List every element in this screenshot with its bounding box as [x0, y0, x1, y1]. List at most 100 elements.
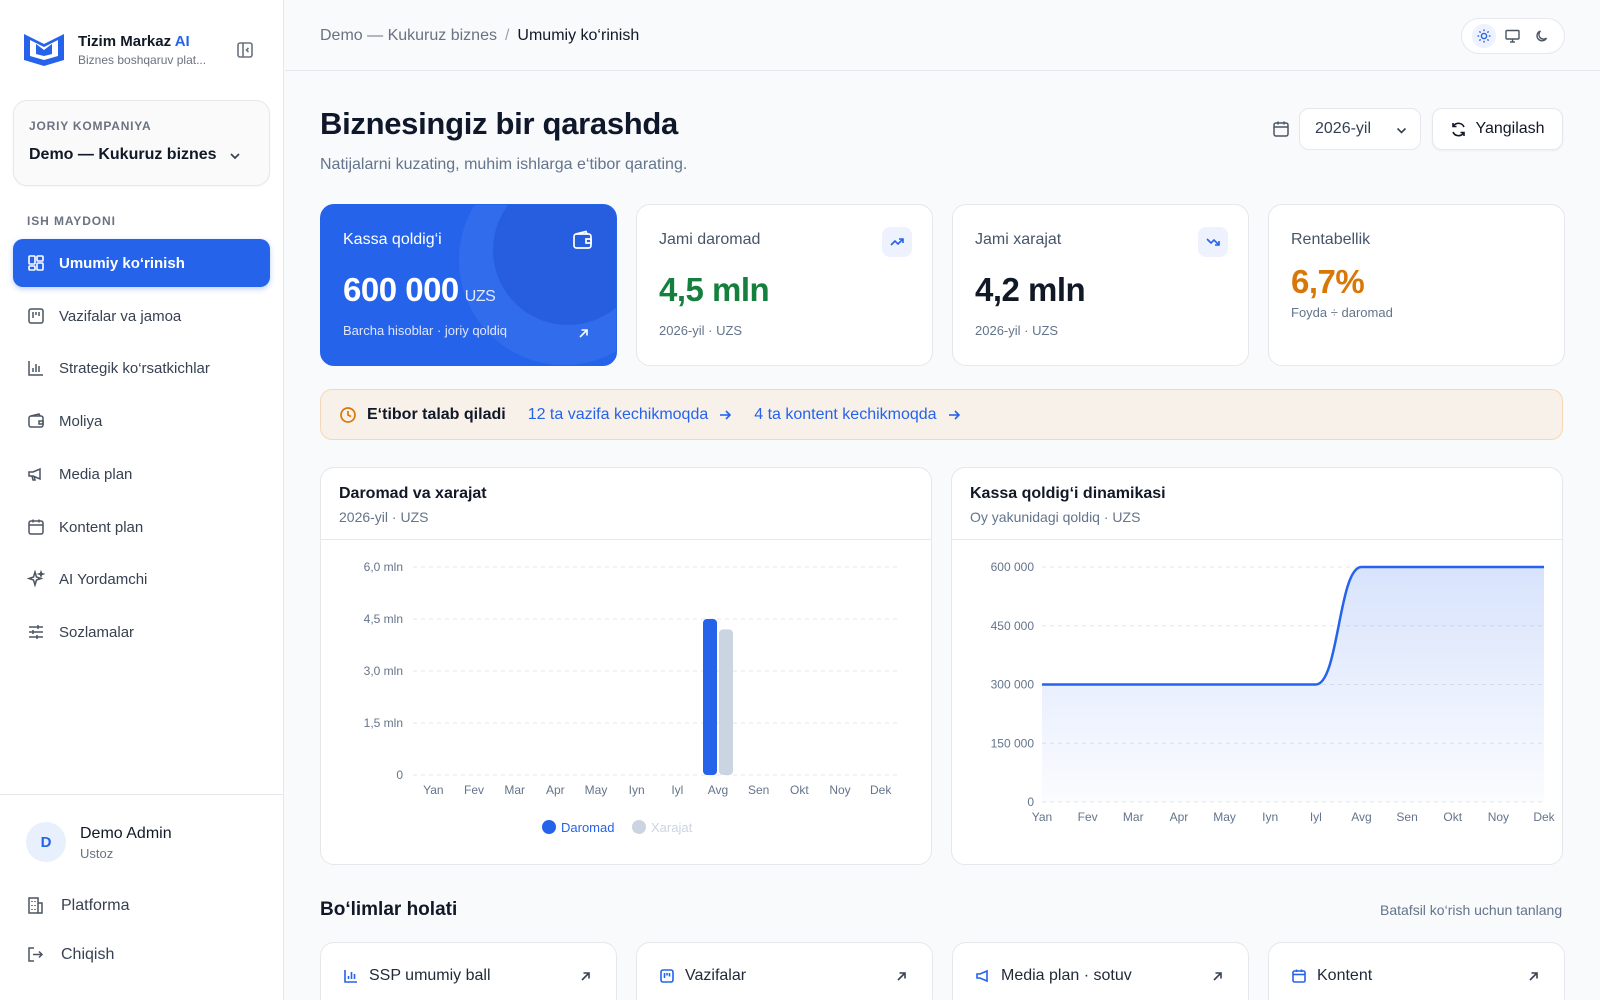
company-name: Demo — Kukuruz biznes	[29, 146, 217, 163]
light-theme-button[interactable]	[1472, 24, 1497, 48]
dashboard-icon	[28, 255, 44, 271]
wallet-icon	[573, 230, 592, 249]
user-name: Demo Admin	[80, 825, 172, 842]
legend-marker	[632, 820, 646, 834]
kpi-cash-balance[interactable]: Kassa qoldig‘i 600 000 UZS Barcha hisobla…	[320, 204, 617, 366]
logout-button[interactable]: Chiqish	[26, 945, 114, 964]
calendar-icon	[1292, 969, 1306, 983]
sidebar-item-ai[interactable]: AI Yordamchi	[13, 555, 270, 603]
logo-icon	[24, 34, 64, 66]
collapse-sidebar-icon[interactable]	[236, 41, 254, 59]
sidebar-item-label: Moliya	[59, 412, 103, 430]
kanban-icon	[28, 308, 44, 324]
dept-label: Kontent	[1317, 967, 1373, 984]
kpi-value: 4,5 mln	[659, 271, 770, 308]
x-tick-label: May	[585, 783, 608, 797]
sidebar-item-finance[interactable]: Moliya	[13, 397, 270, 445]
brand[interactable]: Tizim Markaz AI Biznes boshqaruv plat...	[22, 30, 206, 68]
legend-marker	[542, 820, 556, 834]
dept-label: Vazifalar	[685, 967, 747, 984]
platform-link[interactable]: Platforma	[26, 896, 129, 915]
departments-title: Bo‘limlar holati	[320, 899, 458, 920]
legend-label: Daromad	[561, 820, 614, 835]
sidebar-item-overview[interactable]: Umumiy ko‘rinish	[13, 239, 270, 287]
y-tick-label: 3,0 mln	[364, 664, 403, 678]
x-tick-label: Iyn	[1262, 810, 1278, 824]
refresh-icon	[1452, 122, 1466, 136]
trend-down-icon	[1206, 238, 1220, 246]
brand-subtitle: Biznes boshqaruv plat...	[78, 53, 207, 67]
system-theme-button[interactable]	[1501, 24, 1525, 48]
x-tick-label: Fev	[464, 783, 484, 797]
dept-card-tasks[interactable]: Vazifalar	[636, 942, 933, 1000]
departments-hint: Batafsil ko‘rish uchun tanlang	[1380, 902, 1563, 918]
dark-theme-button[interactable]	[1530, 24, 1554, 48]
dept-label: SSP umumiy ball	[369, 967, 491, 984]
logout-icon	[28, 947, 44, 962]
trend-down-badge	[1198, 227, 1228, 257]
dept-label: Media plan · sotuv	[1001, 967, 1132, 984]
sparkles-icon	[27, 570, 45, 588]
dept-card-ssp[interactable]: SSP umumiy ball	[320, 942, 617, 1000]
x-tick-label: Sen	[748, 783, 769, 797]
building-icon	[28, 897, 43, 914]
x-tick-label: Yan	[423, 783, 443, 797]
moon-icon	[1536, 30, 1547, 42]
chart-divider	[952, 539, 1562, 540]
x-tick-label: Okt	[1443, 810, 1462, 824]
kpi-total-income[interactable]: Jami daromad 4,5 mln 2026-yil · UZS	[636, 204, 933, 366]
sidebar-item-tasks[interactable]: Vazifalar va jamoa	[13, 292, 270, 340]
overdue-tasks-link[interactable]: 12 ta vazifa kechikmoqda	[528, 406, 733, 424]
dept-card-media[interactable]: Media plan · sotuv	[952, 942, 1249, 1000]
kpi-profitability[interactable]: Rentabellik 6,7% Foyda ÷ daromad	[1268, 204, 1565, 366]
attention-title: E‘tibor talab qiladi	[367, 405, 506, 423]
sidebar-item-label: Sozlamalar	[59, 623, 135, 641]
sidebar-item-strategic[interactable]: Strategik ko‘rsatkichlar	[13, 344, 270, 392]
y-tick-label: 450 000	[991, 619, 1035, 633]
year-select[interactable]: 2026-yil	[1299, 108, 1421, 150]
bar-chart-icon	[344, 970, 357, 983]
breadcrumb-parent[interactable]: Demo — Kukuruz biznes	[320, 27, 497, 44]
x-tick-label: Yan	[1032, 810, 1052, 824]
kpi-label: Jami daromad	[659, 231, 761, 248]
x-tick-label: Iyl	[671, 783, 683, 797]
overdue-content-link[interactable]: 4 ta kontent kechikmoqda	[754, 406, 960, 424]
avatar[interactable]: D	[26, 822, 66, 862]
kpi-foot: 2026-yil · UZS	[659, 323, 743, 338]
brand-name: Tizim Markaz AI	[78, 33, 190, 50]
breadcrumb-current: Umumiy ko‘rinish	[517, 27, 640, 44]
kpi-foot: Barcha hisoblar · joriy qoldiq	[343, 323, 508, 338]
sidebar-item-label: Strategik ko‘rsatkichlar	[59, 359, 210, 377]
x-tick-label: Iyl	[1310, 810, 1322, 824]
bar-xarajat	[719, 629, 733, 775]
kanban-icon	[660, 969, 674, 983]
x-tick-label: Fev	[1078, 810, 1098, 824]
clock-icon	[340, 406, 356, 423]
sidebar-item-label: Umumiy ko‘rinish	[59, 254, 185, 272]
arrow-right-icon	[720, 409, 732, 420]
theme-switcher	[1461, 18, 1565, 54]
page-subtitle: Natijalarni kuzating, muhim ishlarga e‘t…	[320, 156, 688, 173]
sidebar-item-content[interactable]: Kontent plan	[13, 503, 270, 551]
y-tick-label: 1,5 mln	[364, 716, 403, 730]
chart-divider	[321, 539, 931, 540]
company-selector[interactable]: JORIY KOMPANIYA Demo — Kukuruz biznes	[13, 100, 270, 186]
series-line	[1042, 565, 1544, 686]
sidebar-item-settings[interactable]: Sozlamalar	[13, 608, 270, 656]
breadcrumb-separator: /	[504, 27, 510, 44]
kpi-total-expense[interactable]: Jami xarajat 4,2 mln 2026-yil · UZS	[952, 204, 1249, 366]
refresh-button[interactable]: Yangilash	[1432, 108, 1563, 150]
bar-chart-icon	[28, 361, 43, 376]
y-tick-label: 4,5 mln	[364, 612, 403, 626]
legend-label: Xarajat	[651, 820, 693, 835]
megaphone-icon	[976, 969, 988, 983]
x-tick-label: Apr	[546, 783, 565, 797]
x-tick-label: May	[1213, 810, 1236, 824]
x-tick-label: Apr	[1170, 810, 1189, 824]
breadcrumb: Demo — Kukuruz biznes / Umumiy ko‘rinish	[320, 27, 639, 45]
sidebar-item-media[interactable]: Media plan	[13, 450, 270, 498]
y-tick-label: 0	[1027, 795, 1034, 809]
arrow-up-right-icon	[581, 972, 590, 981]
chart-title: Daromad va xarajat	[339, 485, 487, 502]
dept-card-content[interactable]: Kontent	[1268, 942, 1565, 1000]
